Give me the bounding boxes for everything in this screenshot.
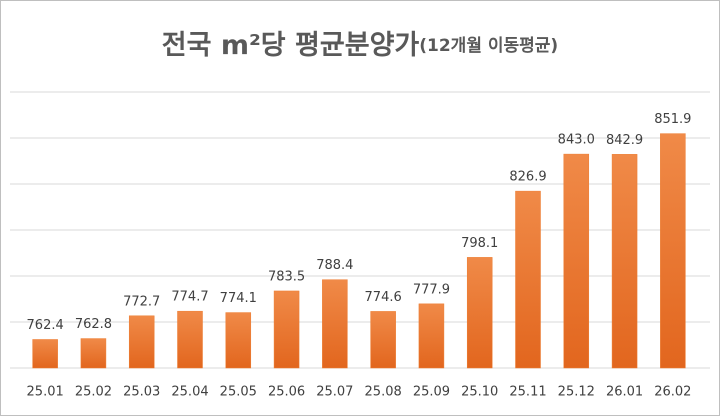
chart-subtitle: (12개월 이동평균) bbox=[419, 36, 558, 56]
x-tick-label: 25.03 bbox=[123, 385, 160, 400]
data-label: 798.1 bbox=[461, 236, 498, 251]
x-tick-label: 25.12 bbox=[558, 385, 595, 400]
data-label: 777.9 bbox=[413, 282, 450, 297]
bar bbox=[322, 279, 348, 369]
x-tick-label: 25.11 bbox=[509, 385, 546, 400]
data-label: 783.5 bbox=[268, 269, 305, 284]
bar bbox=[611, 154, 638, 369]
data-label: 851.9 bbox=[654, 112, 691, 127]
bar bbox=[466, 257, 493, 369]
x-tick-label: 25.08 bbox=[365, 385, 402, 400]
x-tick-label: 25.04 bbox=[171, 385, 208, 400]
bar bbox=[225, 312, 252, 369]
bar bbox=[80, 338, 107, 369]
chart-title-group: 전국 m²당 평균분양가(12개월 이동평균) bbox=[162, 30, 558, 61]
x-tick-label: 25.10 bbox=[461, 385, 498, 400]
bar bbox=[660, 133, 686, 369]
data-label: 842.9 bbox=[606, 133, 643, 148]
bar bbox=[418, 303, 445, 369]
bar bbox=[563, 153, 590, 369]
x-tick-label: 25.09 bbox=[413, 385, 450, 400]
data-label: 774.7 bbox=[171, 290, 208, 305]
x-tick-label: 26.02 bbox=[654, 385, 691, 400]
data-label: 826.9 bbox=[509, 170, 546, 185]
data-label: 772.7 bbox=[123, 294, 160, 309]
bar bbox=[273, 290, 300, 369]
chart-title: 전국 m²당 평균분양가 bbox=[162, 30, 420, 61]
data-label: 843.0 bbox=[558, 133, 595, 148]
x-tick-label: 25.07 bbox=[316, 385, 353, 400]
bar bbox=[32, 339, 58, 369]
data-label: 788.4 bbox=[316, 258, 353, 273]
bar bbox=[515, 190, 541, 369]
data-label: 762.4 bbox=[27, 318, 64, 333]
x-tick-label: 25.06 bbox=[268, 385, 305, 400]
bar bbox=[128, 315, 155, 369]
data-label: 774.6 bbox=[365, 290, 402, 305]
data-label: 774.1 bbox=[220, 291, 257, 306]
x-tick-label: 25.01 bbox=[27, 385, 64, 400]
x-tick-label: 25.05 bbox=[220, 385, 257, 400]
x-tick-label: 25.02 bbox=[75, 385, 112, 400]
bar bbox=[370, 311, 396, 369]
bar bbox=[177, 310, 203, 369]
data-label: 762.8 bbox=[75, 317, 112, 332]
x-tick-label: 26.01 bbox=[606, 385, 643, 400]
